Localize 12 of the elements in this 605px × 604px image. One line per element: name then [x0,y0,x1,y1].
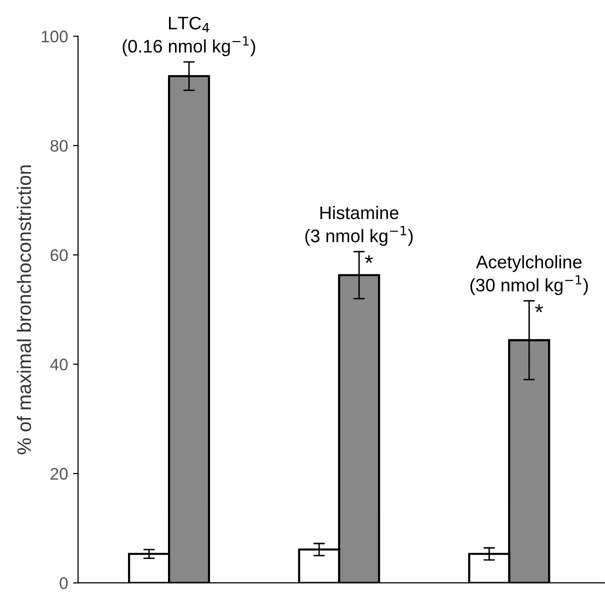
y-tick-label: 100 [42,30,68,42]
annotation: Acetylcholine (30 nmol kg$^{−1}$) [470,255,588,296]
annotation: * [535,304,543,312]
annotation: Histamine (3 nmol kg$^{−1}$) [305,206,413,246]
y-tick-label: 80 [50,140,68,152]
annotation: LTC$_{4}$ (0.16 nmol kg$^{−1}$) [122,16,256,56]
y-tick-label: 60 [50,249,68,262]
annotation: * [364,255,373,264]
y-axis-title: % of maximal bronchoconstriction [16,165,32,454]
y-tick-label: 40 [50,358,68,370]
y-tick-label: 0 [60,577,68,590]
y-tick-label: 20 [50,468,68,480]
